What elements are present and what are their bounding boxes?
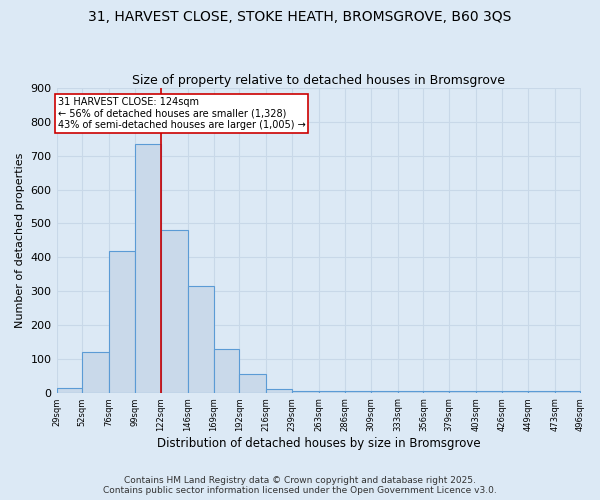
Bar — [449, 391, 476, 392]
Bar — [82, 352, 109, 393]
Bar — [502, 391, 528, 392]
Bar — [319, 391, 345, 392]
Bar — [109, 250, 135, 392]
Text: 31 HARVEST CLOSE: 124sqm
← 56% of detached houses are smaller (1,328)
43% of sem: 31 HARVEST CLOSE: 124sqm ← 56% of detach… — [58, 96, 305, 130]
Text: 31, HARVEST CLOSE, STOKE HEATH, BROMSGROVE, B60 3QS: 31, HARVEST CLOSE, STOKE HEATH, BROMSGRO… — [88, 10, 512, 24]
Bar — [292, 391, 319, 392]
Bar — [476, 391, 502, 392]
Bar — [135, 144, 161, 392]
X-axis label: Distribution of detached houses by size in Bromsgrove: Distribution of detached houses by size … — [157, 437, 481, 450]
Text: Contains HM Land Registry data © Crown copyright and database right 2025.
Contai: Contains HM Land Registry data © Crown c… — [103, 476, 497, 495]
Bar — [239, 374, 266, 392]
Bar — [161, 230, 188, 392]
Bar — [528, 391, 554, 392]
Y-axis label: Number of detached properties: Number of detached properties — [15, 152, 25, 328]
Title: Size of property relative to detached houses in Bromsgrove: Size of property relative to detached ho… — [132, 74, 505, 87]
Bar — [188, 286, 214, 393]
Bar — [554, 391, 580, 392]
Bar — [371, 391, 398, 392]
Bar — [424, 391, 449, 392]
Bar — [345, 391, 371, 392]
Bar — [214, 348, 239, 393]
Bar — [56, 388, 82, 392]
Bar — [266, 389, 292, 392]
Bar — [398, 391, 424, 392]
